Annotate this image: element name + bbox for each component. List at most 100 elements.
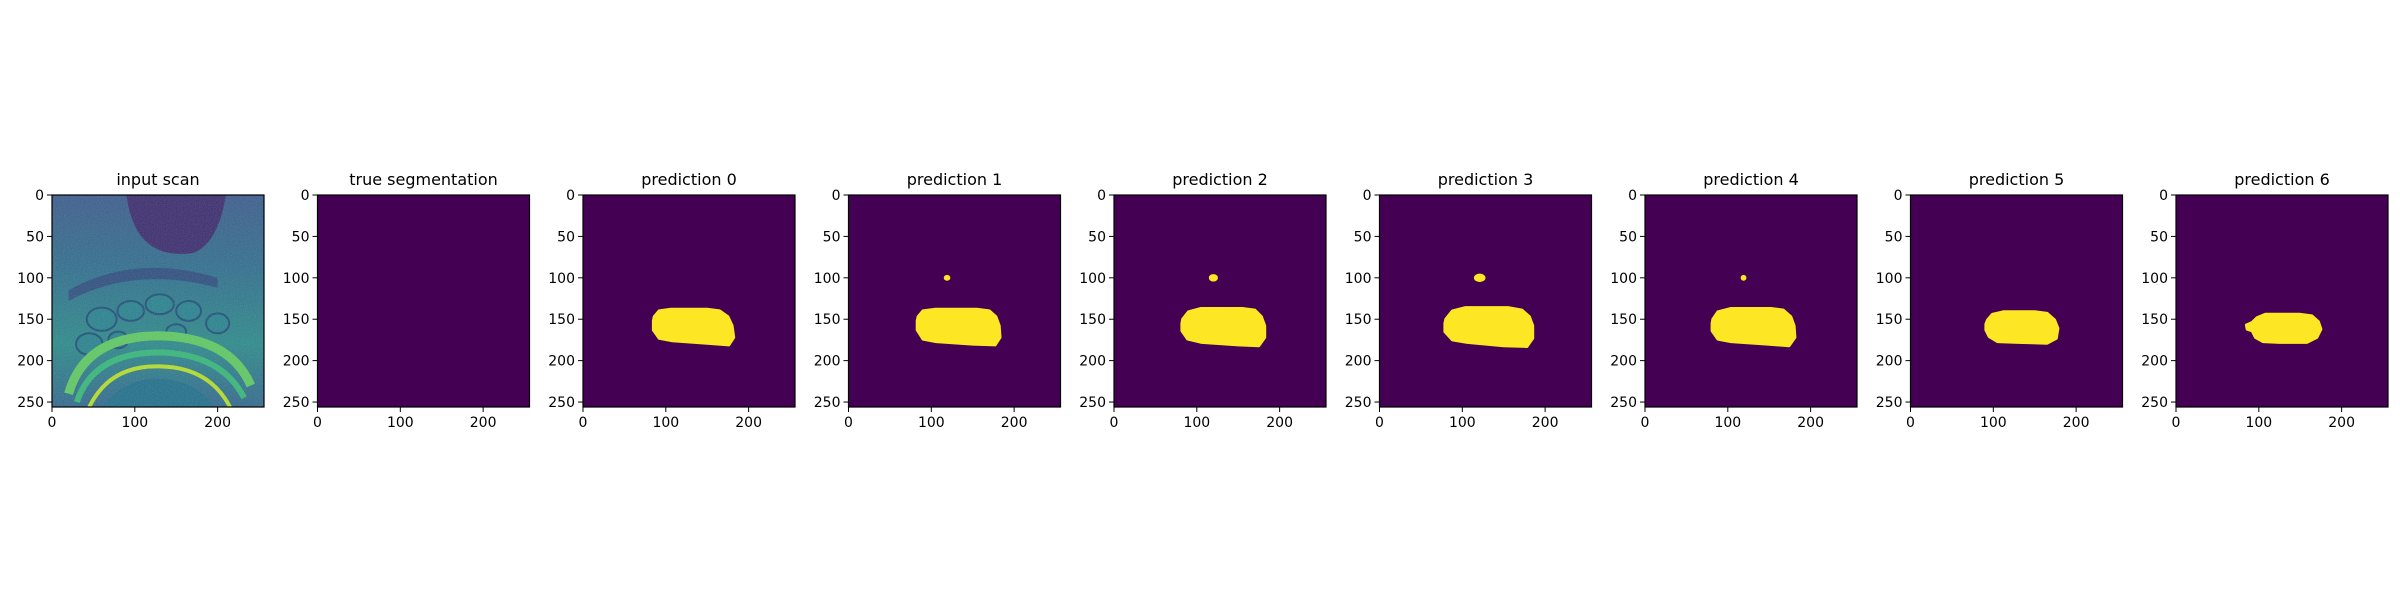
x-tick-label: 100 xyxy=(1980,415,2007,431)
panel-title: prediction 1 xyxy=(907,170,1003,189)
y-tick-label: 50 xyxy=(1885,229,1903,245)
y-tick-label: 50 xyxy=(292,229,310,245)
panel-title: prediction 4 xyxy=(1703,170,1799,189)
x-tick-label: 200 xyxy=(204,415,231,431)
mask-region xyxy=(1180,307,1267,348)
y-tick-label: 50 xyxy=(2150,229,2168,245)
x-tick-label: 0 xyxy=(48,415,57,431)
x-tick-label: 200 xyxy=(1266,415,1293,431)
x-tick-label: 200 xyxy=(1797,415,1824,431)
x-tick-label: 200 xyxy=(2063,415,2090,431)
x-tick-label: 200 xyxy=(1001,415,1028,431)
x-tick-label: 100 xyxy=(918,415,945,431)
mask-background xyxy=(583,195,795,407)
panel-title: prediction 3 xyxy=(1438,170,1534,189)
panel-title: prediction 2 xyxy=(1172,170,1268,189)
y-tick-label: 100 xyxy=(1079,271,1106,287)
x-tick-label: 100 xyxy=(652,415,679,431)
panel-title: input scan xyxy=(116,170,199,189)
axes-frame xyxy=(2175,194,2389,408)
mask-background xyxy=(848,195,1061,407)
mask-region-small xyxy=(1208,274,1218,282)
segmentation-mask xyxy=(2176,195,2388,407)
y-tick-label: 250 xyxy=(1876,395,1903,411)
y-tick-label: 50 xyxy=(1088,229,1106,245)
x-tick-label: 200 xyxy=(1532,415,1559,431)
x-tick-label: 0 xyxy=(1375,415,1384,431)
y-tick-label: 250 xyxy=(2141,395,2168,411)
mask-region xyxy=(651,307,736,347)
y-tick-label: 50 xyxy=(26,229,44,245)
mask-region xyxy=(1443,306,1535,348)
x-tick-label: 200 xyxy=(470,415,497,431)
y-tick-label: 50 xyxy=(1354,229,1372,245)
y-tick-label: 200 xyxy=(1610,354,1637,370)
y-tick-label: 150 xyxy=(1876,312,1903,328)
mask-background xyxy=(317,195,530,407)
x-tick-label: 100 xyxy=(387,415,414,431)
x-tick-label: 0 xyxy=(2172,415,2181,431)
x-tick-label: 200 xyxy=(2328,415,2355,431)
panel-8: prediction 6 0 100 200 0 50 100 150 200 250 xyxy=(2141,170,2389,431)
panel-1: true segmentation 0 100 200 0 50 100 150 200 250 xyxy=(283,170,531,431)
y-tick-label: 250 xyxy=(17,395,44,411)
y-tick-label: 150 xyxy=(17,312,44,328)
x-tick-label: 0 xyxy=(844,415,853,431)
panel-title: true segmentation xyxy=(349,170,498,189)
y-tick-label: 200 xyxy=(814,354,841,370)
y-tick-label: 0 xyxy=(301,188,310,204)
y-tick-label: 150 xyxy=(548,312,575,328)
panel-title: prediction 0 xyxy=(641,170,737,189)
mask-background xyxy=(1910,195,2123,407)
panel-0: input scan 0 100 200 0 50 100 150 200 250 xyxy=(17,170,265,431)
x-tick-label: 0 xyxy=(1906,415,1915,431)
mask-region xyxy=(1984,310,2060,345)
y-tick-label: 100 xyxy=(17,271,44,287)
y-tick-label: 0 xyxy=(1097,188,1106,204)
x-tick-label: 0 xyxy=(1641,415,1650,431)
segmentation-mask xyxy=(1910,195,2123,407)
axes-frame xyxy=(847,194,1062,408)
axes-frame xyxy=(1644,194,1858,408)
panel-5: prediction 3 0 100 200 0 50 100 150 200 250 xyxy=(1345,170,1593,431)
y-tick-label: 100 xyxy=(1345,271,1372,287)
axes-frame xyxy=(1909,194,2124,408)
y-tick-label: 200 xyxy=(1345,354,1372,370)
axes-frame xyxy=(51,194,265,408)
y-tick-label: 250 xyxy=(283,395,310,411)
y-tick-label: 100 xyxy=(548,271,575,287)
segmentation-mask xyxy=(1379,195,1592,407)
y-tick-label: 200 xyxy=(17,354,44,370)
x-tick-label: 0 xyxy=(313,415,322,431)
panel-3: prediction 1 0 100 200 0 50 100 150 200 250 xyxy=(814,170,1062,431)
x-tick-label: 100 xyxy=(1449,415,1476,431)
panel-4: prediction 2 0 100 200 0 50 100 150 200 250 xyxy=(1079,170,1327,431)
axes-frame xyxy=(1113,194,1327,408)
mask-background xyxy=(1645,195,1857,407)
y-tick-label: 150 xyxy=(814,312,841,328)
y-tick-label: 0 xyxy=(566,188,575,204)
mask-region-small xyxy=(1740,274,1747,281)
x-tick-label: 100 xyxy=(2245,415,2272,431)
mask-background xyxy=(1114,195,1326,407)
y-tick-label: 150 xyxy=(1079,312,1106,328)
y-tick-label: 0 xyxy=(2159,188,2168,204)
panel-2: prediction 0 0 100 200 0 50 100 150 200 250 xyxy=(548,170,796,431)
y-tick-label: 250 xyxy=(548,395,575,411)
y-tick-label: 50 xyxy=(823,229,841,245)
y-tick-label: 200 xyxy=(1876,354,1903,370)
panel-title: prediction 5 xyxy=(1969,170,2065,189)
y-tick-label: 0 xyxy=(1363,188,1372,204)
y-tick-label: 100 xyxy=(2141,271,2168,287)
panel-7: prediction 5 0 100 200 0 50 100 150 200 250 xyxy=(1876,170,2124,431)
y-tick-label: 250 xyxy=(814,395,841,411)
mask-region xyxy=(2244,312,2323,344)
x-tick-label: 100 xyxy=(121,415,148,431)
y-tick-label: 100 xyxy=(283,271,310,287)
y-tick-label: 50 xyxy=(1619,229,1637,245)
mask-region xyxy=(915,307,1002,347)
axes-frame xyxy=(316,194,531,408)
x-tick-label: 100 xyxy=(1183,415,1210,431)
axes-frame xyxy=(1378,194,1593,408)
